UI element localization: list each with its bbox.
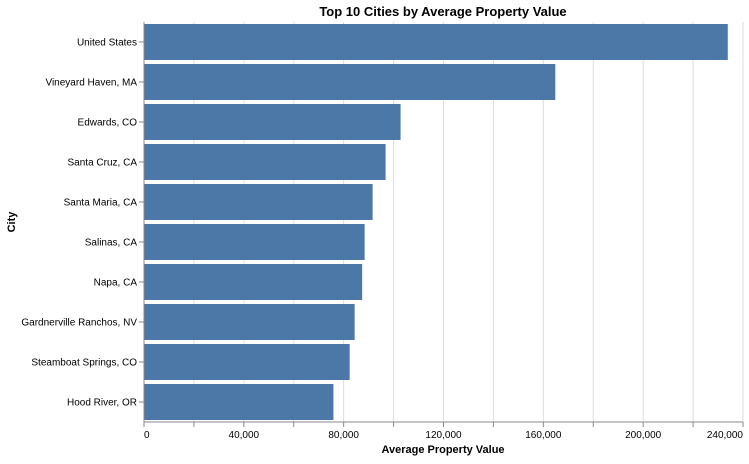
- x-tick-label: 80,000: [328, 430, 359, 441]
- y-tick-label: Vineyard Haven, MA: [45, 78, 137, 89]
- bar: [144, 144, 386, 180]
- bar: [144, 304, 355, 340]
- y-tick-label: Gardnerville Ranchos, NV: [21, 318, 137, 329]
- y-tick-label: Napa, CA: [94, 278, 138, 289]
- x-tick-label: 200,000: [625, 430, 662, 441]
- chart-title: Top 10 Cities by Average Property Value: [319, 4, 566, 19]
- x-tick-label: 240,000: [707, 430, 744, 441]
- bar: [144, 64, 556, 100]
- x-tick-label: 0: [144, 430, 150, 441]
- y-tick-label: Salinas, CA: [85, 238, 138, 249]
- y-tick-label: Santa Maria, CA: [64, 198, 138, 209]
- y-tick-label: Steamboat Springs, CO: [31, 358, 137, 369]
- y-tick-label: Santa Cruz, CA: [68, 158, 138, 169]
- x-tick-label: 40,000: [229, 430, 260, 441]
- bar: [144, 184, 373, 220]
- x-tick-label: 120,000: [425, 430, 462, 441]
- bar: [144, 24, 728, 60]
- x-axis-title: Average Property Value: [381, 444, 504, 456]
- axes: 0 40,000 80,000 120,000 160,000 200,000 240,00…: [21, 22, 744, 441]
- x-tick-label: 160,000: [525, 430, 562, 441]
- bar: [144, 104, 401, 140]
- bars: [144, 24, 728, 420]
- bar: [144, 384, 334, 420]
- y-axis-title: City: [6, 211, 18, 233]
- y-tick-label: Edwards, CO: [78, 118, 138, 129]
- y-tick-label: Hood River, OR: [67, 398, 137, 409]
- bar: [144, 264, 363, 300]
- bar: [144, 224, 365, 260]
- bar: [144, 344, 350, 380]
- y-tick-label: United States: [77, 38, 137, 49]
